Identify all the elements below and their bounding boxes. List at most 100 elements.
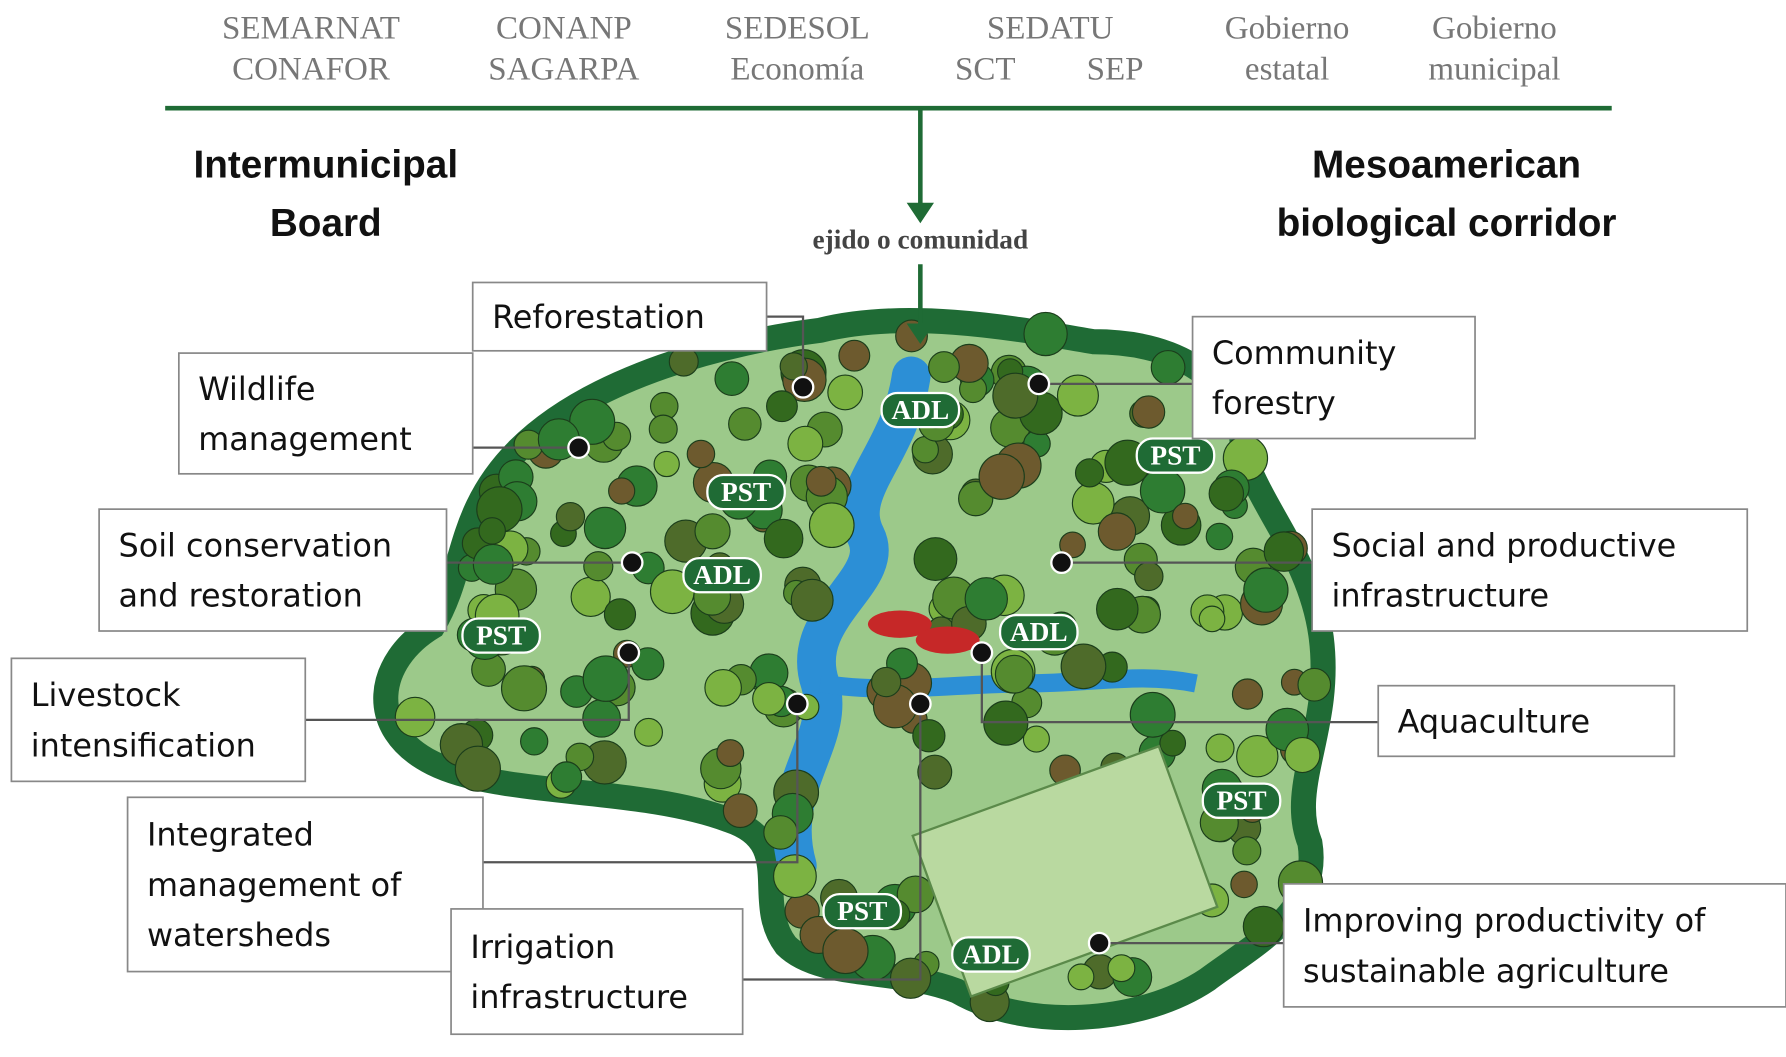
- tree: [729, 408, 761, 440]
- label: intensification: [31, 726, 256, 764]
- tree: [791, 579, 833, 621]
- heading: biological corridor: [1277, 202, 1617, 245]
- tree: [649, 415, 677, 443]
- badge: ADL: [693, 560, 751, 590]
- heading: Mesoamerican: [1312, 144, 1581, 187]
- tree: [705, 670, 741, 706]
- tree: [723, 794, 757, 828]
- label: Community: [1212, 334, 1396, 372]
- diagram: ejido o comunidad Intermunicipal Board M…: [0, 0, 1786, 1057]
- tree: [635, 718, 663, 746]
- tree: [584, 507, 625, 548]
- tree: [717, 740, 744, 767]
- tree: [395, 697, 435, 737]
- agency: Economía: [730, 52, 864, 88]
- tree: [715, 362, 749, 396]
- tree: [551, 762, 581, 792]
- heading: Board: [270, 202, 382, 245]
- tree: [1209, 477, 1243, 511]
- tree: [965, 578, 1007, 620]
- connector-dot: [568, 437, 589, 458]
- tree: [1264, 532, 1303, 571]
- tree: [764, 519, 803, 558]
- tree: [995, 655, 1033, 693]
- agency: SAGARPA: [488, 52, 639, 88]
- tree: [687, 440, 714, 467]
- tree: [556, 503, 584, 531]
- tree: [918, 755, 952, 789]
- badge: PST: [1216, 786, 1266, 816]
- tree: [1206, 523, 1232, 549]
- tree: [828, 375, 863, 410]
- tree: [1151, 351, 1185, 385]
- tree: [764, 816, 797, 849]
- connector-dot: [1089, 933, 1110, 954]
- label: Improving productivity of: [1303, 902, 1706, 940]
- community-label: ejido o comunidad: [813, 224, 1029, 254]
- badge: PST: [1150, 441, 1200, 471]
- agency: Gobierno: [1225, 11, 1350, 47]
- badge: PST: [721, 477, 771, 507]
- tree: [839, 340, 870, 371]
- tree: [1024, 312, 1067, 355]
- connector-dot: [622, 552, 643, 573]
- arrow-head: [907, 203, 934, 224]
- agency: estatal: [1245, 52, 1329, 88]
- label: Irrigation: [470, 928, 615, 966]
- tree: [1023, 726, 1049, 752]
- tree: [872, 667, 901, 696]
- tree: [521, 728, 548, 755]
- tree: [1206, 734, 1234, 762]
- connector-dot: [1029, 374, 1050, 395]
- tree: [1108, 955, 1135, 982]
- label: Aquaculture: [1398, 702, 1591, 740]
- tree: [604, 599, 635, 630]
- tree: [1231, 871, 1257, 897]
- agency: SEDATU: [987, 11, 1114, 47]
- connector-dot: [1051, 552, 1072, 573]
- tree: [753, 683, 786, 716]
- agency: CONAFOR: [232, 52, 390, 88]
- label: Wildlife: [198, 370, 315, 408]
- tree: [810, 503, 855, 548]
- tree: [502, 666, 547, 711]
- agency: SEMARNAT: [222, 11, 400, 47]
- connector-dot: [787, 694, 808, 715]
- badge: PST: [837, 896, 887, 926]
- tree: [583, 656, 628, 701]
- tree: [1232, 679, 1262, 709]
- tree: [1097, 588, 1138, 629]
- tree: [583, 700, 621, 738]
- tree: [1068, 964, 1094, 990]
- tree: [914, 538, 957, 581]
- agencies: SEMARNATCONAFORCONANPSAGARPASEDESOLEcono…: [222, 11, 1560, 88]
- tree: [823, 928, 868, 973]
- badge: ADL: [1010, 617, 1068, 647]
- label: Reforestation: [492, 298, 705, 336]
- badge: ADL: [891, 395, 949, 425]
- tree: [788, 426, 823, 461]
- tree: [1285, 738, 1320, 773]
- label: Soil conservation: [118, 526, 392, 564]
- connector-dot: [910, 694, 931, 715]
- page: ejido o comunidad Intermunicipal Board M…: [0, 0, 1786, 1057]
- agency: municipal: [1428, 52, 1560, 88]
- tree: [1199, 606, 1225, 632]
- tree: [1057, 375, 1098, 416]
- label: management: [198, 420, 412, 458]
- label: Social and productive: [1332, 526, 1677, 564]
- label: sustainable agriculture: [1303, 952, 1669, 990]
- tree: [1098, 513, 1135, 550]
- tree: [473, 544, 513, 584]
- label: forestry: [1212, 384, 1336, 422]
- tree: [1244, 568, 1288, 612]
- badge: ADL: [962, 939, 1020, 969]
- tree: [609, 478, 635, 504]
- tree: [1135, 562, 1163, 590]
- tree: [1130, 692, 1175, 737]
- label: Integrated: [147, 816, 314, 854]
- tree: [891, 958, 931, 998]
- pond: [916, 626, 980, 653]
- tree: [1132, 396, 1164, 428]
- agency: SEDESOL: [725, 11, 870, 47]
